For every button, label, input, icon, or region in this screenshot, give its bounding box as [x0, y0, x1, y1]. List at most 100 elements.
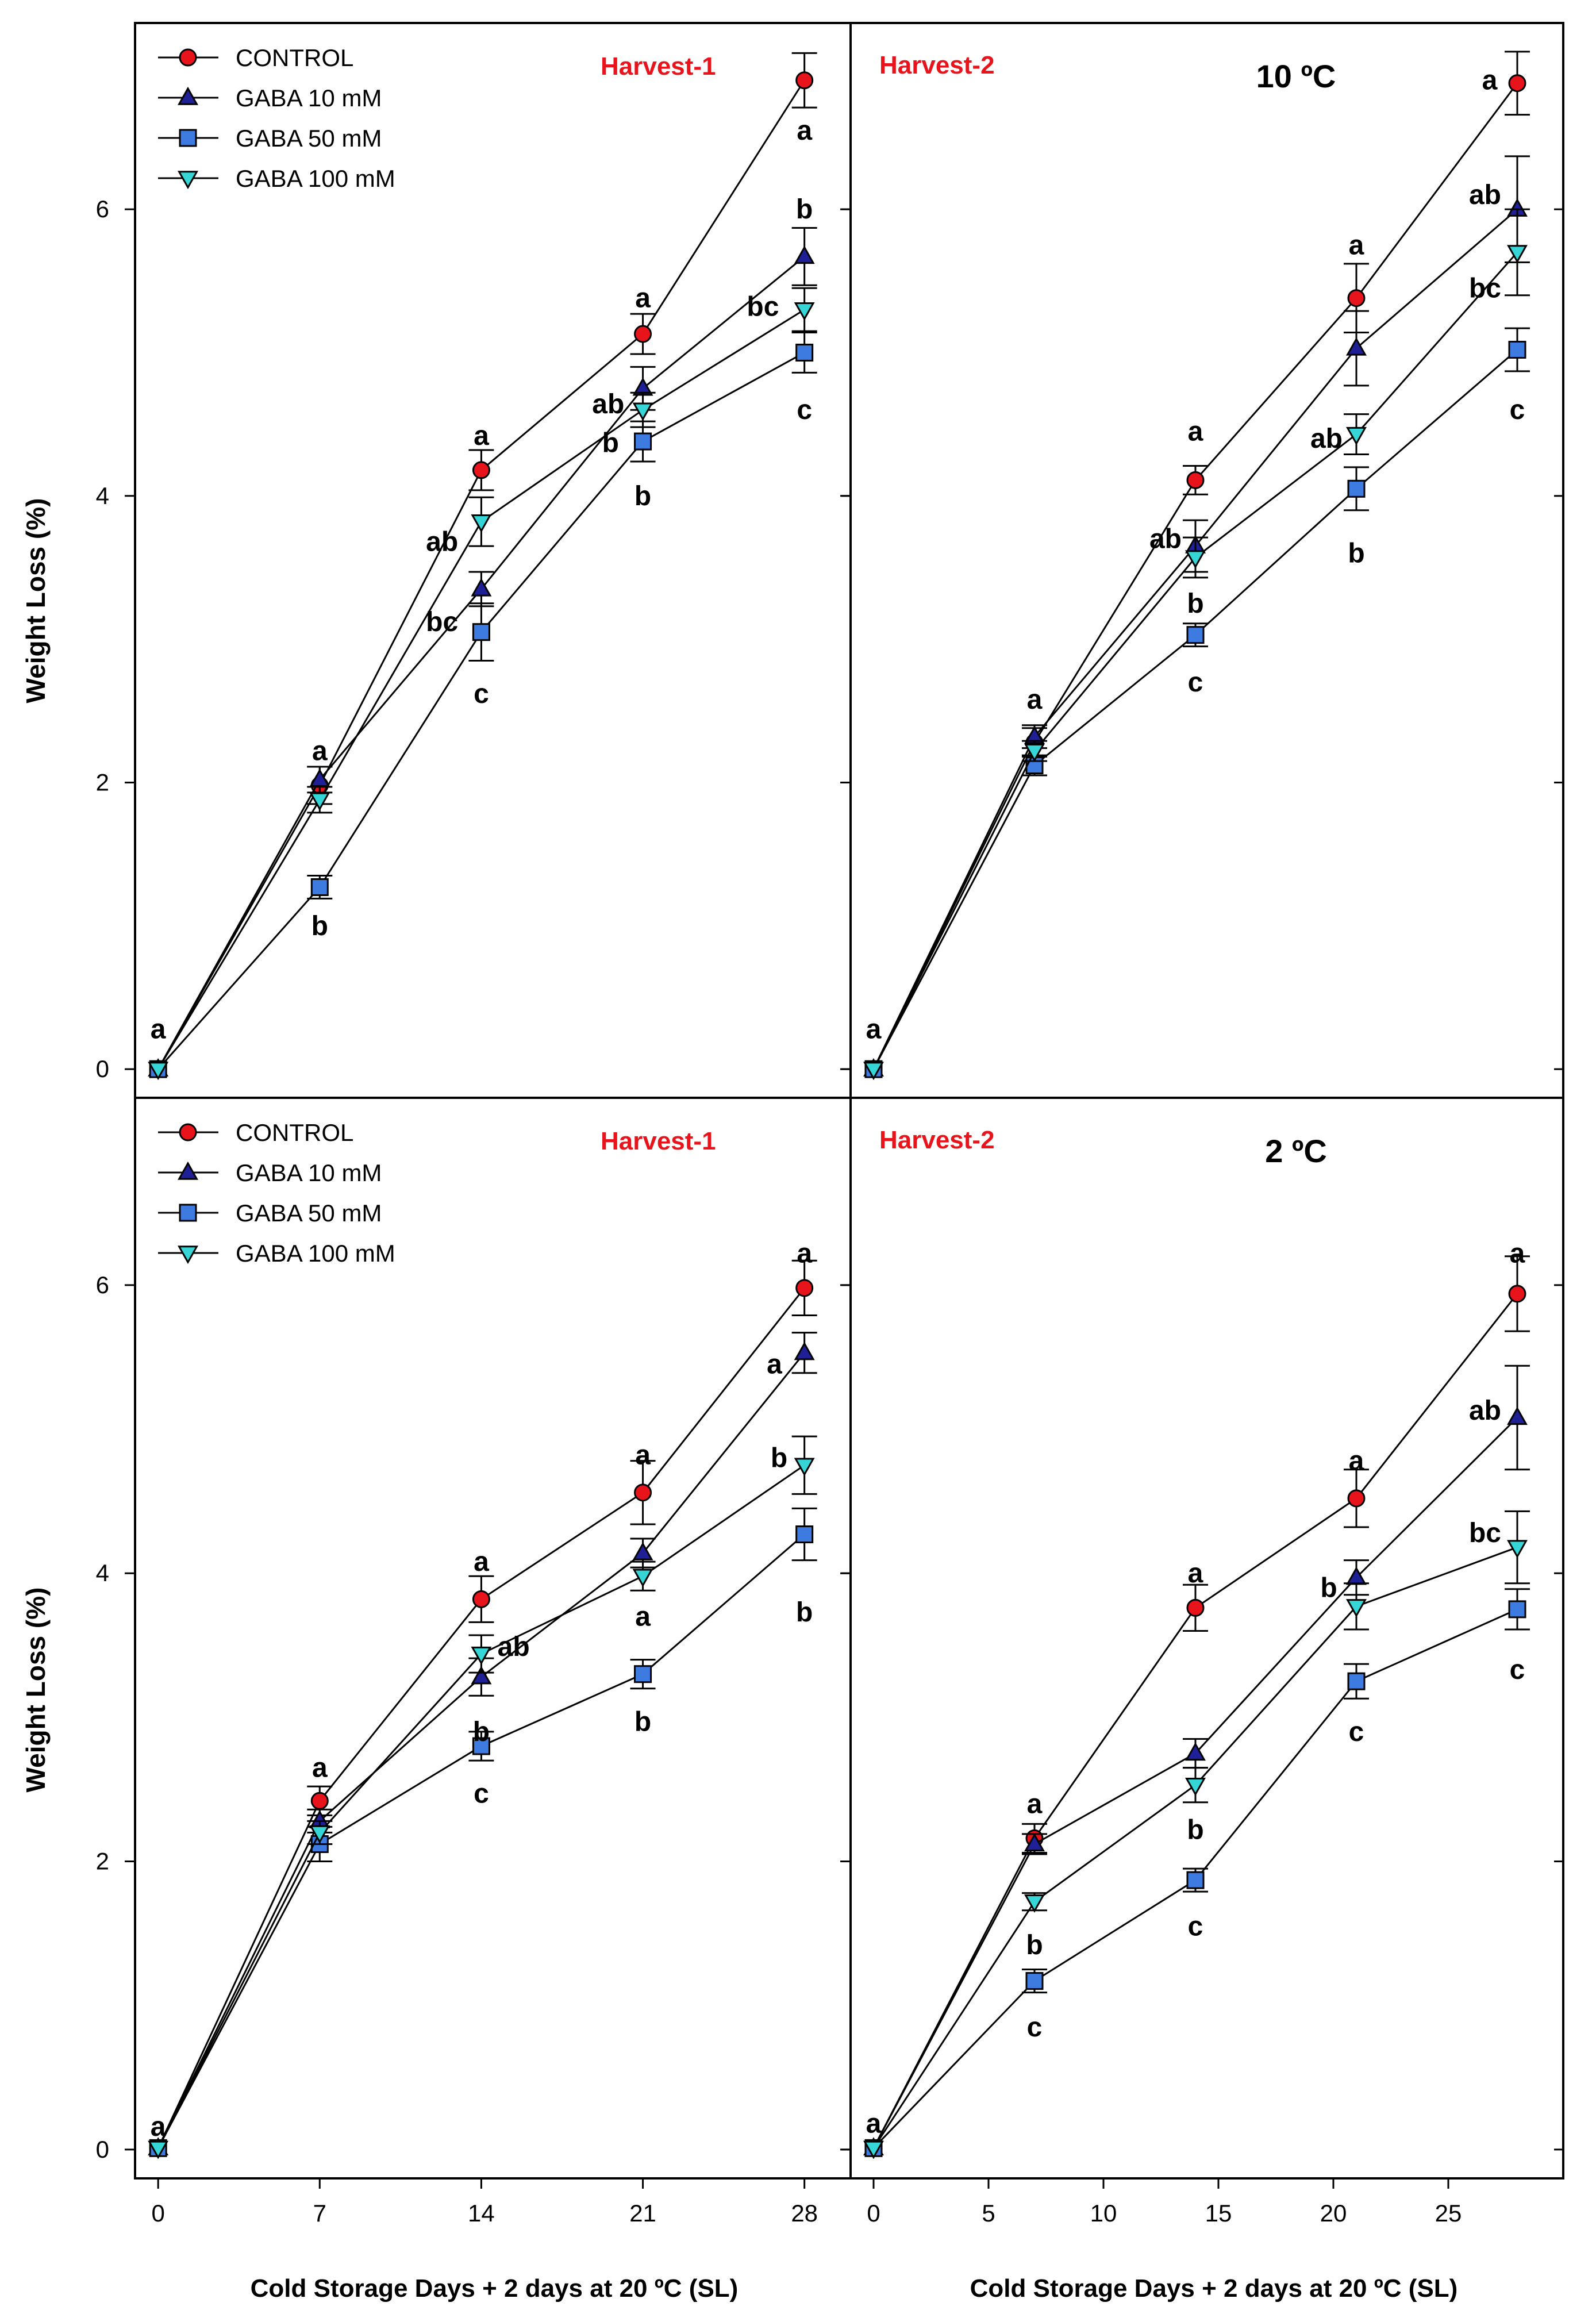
legend-label: GABA 10 mM	[236, 1159, 382, 1186]
data-point	[1186, 626, 1205, 644]
legend-marker	[178, 1161, 198, 1180]
series-line	[872, 1293, 1518, 2149]
significance-letter: b	[1320, 1573, 1337, 1603]
data-point	[632, 1569, 653, 1587]
significance-letter: bc	[1469, 273, 1501, 303]
significance-letter: a	[1510, 1239, 1525, 1269]
data-point	[795, 1525, 814, 1544]
data-point	[148, 2140, 169, 2159]
data-point	[863, 1062, 884, 1081]
significance-letter: a	[312, 736, 328, 767]
significance-letter: ab	[1469, 180, 1501, 210]
x-tick-label: 10	[1090, 2200, 1117, 2227]
y-tick-label: 0	[96, 2136, 109, 2163]
data-point	[472, 461, 490, 479]
data-point	[1508, 1285, 1526, 1303]
significance-letter: ab	[498, 1632, 530, 1662]
data-point	[471, 578, 492, 597]
data-point	[472, 1590, 490, 1608]
significance-letter: a	[635, 283, 651, 314]
data-point	[1507, 1540, 1528, 1559]
data-point	[1347, 1672, 1366, 1690]
significance-letter: c	[1510, 1655, 1525, 1685]
data-point	[632, 1542, 653, 1560]
series-line	[157, 256, 805, 1070]
significance-letter: b	[796, 1597, 813, 1628]
data-point	[472, 623, 490, 641]
significance-letter: b	[1026, 1930, 1043, 1961]
significance-letter: ab	[1310, 424, 1343, 454]
data-point	[632, 402, 653, 421]
data-point	[1024, 1894, 1045, 1913]
series-line	[157, 1533, 805, 2149]
panel-title: Harvest-2	[879, 1126, 995, 1154]
temperature-label: 10 ºC	[1256, 58, 1336, 94]
data-point	[794, 245, 815, 264]
significance-letter: a	[797, 1239, 812, 1269]
significance-letter: a	[767, 1350, 782, 1380]
data-point	[1185, 1742, 1206, 1761]
significance-letter: a	[1027, 685, 1043, 715]
data-point	[1507, 1406, 1528, 1425]
significance-letter: ab	[1149, 524, 1182, 555]
significance-letter: bc	[1469, 1518, 1501, 1548]
legend-marker	[178, 1246, 198, 1264]
legend-label: GABA 50 mM	[236, 125, 382, 152]
significance-letter: c	[474, 679, 489, 709]
significance-letter: a	[151, 2112, 166, 2142]
plot-frame	[849, 22, 1564, 1099]
y-tick-label: 4	[96, 482, 109, 509]
y-tick-label: 6	[96, 1271, 109, 1298]
y-tick-label: 6	[96, 195, 109, 222]
legend-marker	[179, 129, 197, 147]
data-point	[1024, 743, 1045, 762]
data-point	[1024, 1833, 1045, 1852]
y-tick-label: 0	[96, 1055, 109, 1082]
legend-marker	[179, 1123, 197, 1141]
legend-marker	[179, 1204, 197, 1222]
x-tick-label: 0	[867, 2200, 880, 2227]
data-point	[1347, 289, 1366, 307]
series-line	[872, 349, 1518, 1070]
significance-letter: a	[474, 421, 489, 451]
data-point	[1508, 1600, 1526, 1619]
significance-letter: ab	[1469, 1396, 1501, 1426]
data-point	[634, 432, 652, 451]
y-axis-label-top: Weight Loss (%)	[21, 498, 51, 704]
significance-letter: a	[474, 1547, 489, 1577]
x-tick-label: 25	[1435, 2200, 1462, 2227]
series-line	[872, 1546, 1518, 2149]
data-point	[148, 1062, 169, 1081]
series-line	[872, 251, 1518, 1070]
significance-letter: c	[797, 395, 812, 425]
significance-letter: a	[635, 1601, 651, 1632]
significance-letter: b	[473, 1717, 490, 1747]
significance-letter: a	[1027, 1789, 1043, 1819]
data-point	[794, 302, 815, 321]
temperature-label: 2 ºC	[1265, 1133, 1327, 1169]
x-tick-label: 28	[791, 2200, 818, 2227]
legend-label: GABA 100 mM	[236, 1240, 395, 1267]
significance-letter: a	[797, 116, 812, 146]
data-point	[634, 1665, 652, 1683]
x-tick-label: 20	[1320, 2200, 1347, 2227]
legend-label: GABA 10 mM	[236, 84, 382, 112]
data-point	[1186, 1598, 1205, 1617]
plot-frame	[849, 1097, 1564, 2180]
x-tick-label: 0	[151, 2200, 164, 2227]
data-point	[310, 1792, 329, 1810]
data-point	[794, 1458, 815, 1477]
significance-letter: b	[311, 911, 328, 941]
data-point	[795, 343, 814, 362]
data-point	[310, 878, 329, 896]
significance-letter: b	[771, 1443, 787, 1474]
y-tick-label: 4	[96, 1559, 109, 1586]
significance-letter: b	[634, 1706, 651, 1737]
significance-letter: b	[602, 428, 619, 459]
chart-panel-1: 0246aabaabbccaabbbabbccHarvest-1CONTROLG…	[96, 22, 852, 1099]
significance-letter: ab	[592, 389, 624, 420]
data-point	[1185, 550, 1206, 569]
significance-letter: a	[1349, 230, 1364, 260]
